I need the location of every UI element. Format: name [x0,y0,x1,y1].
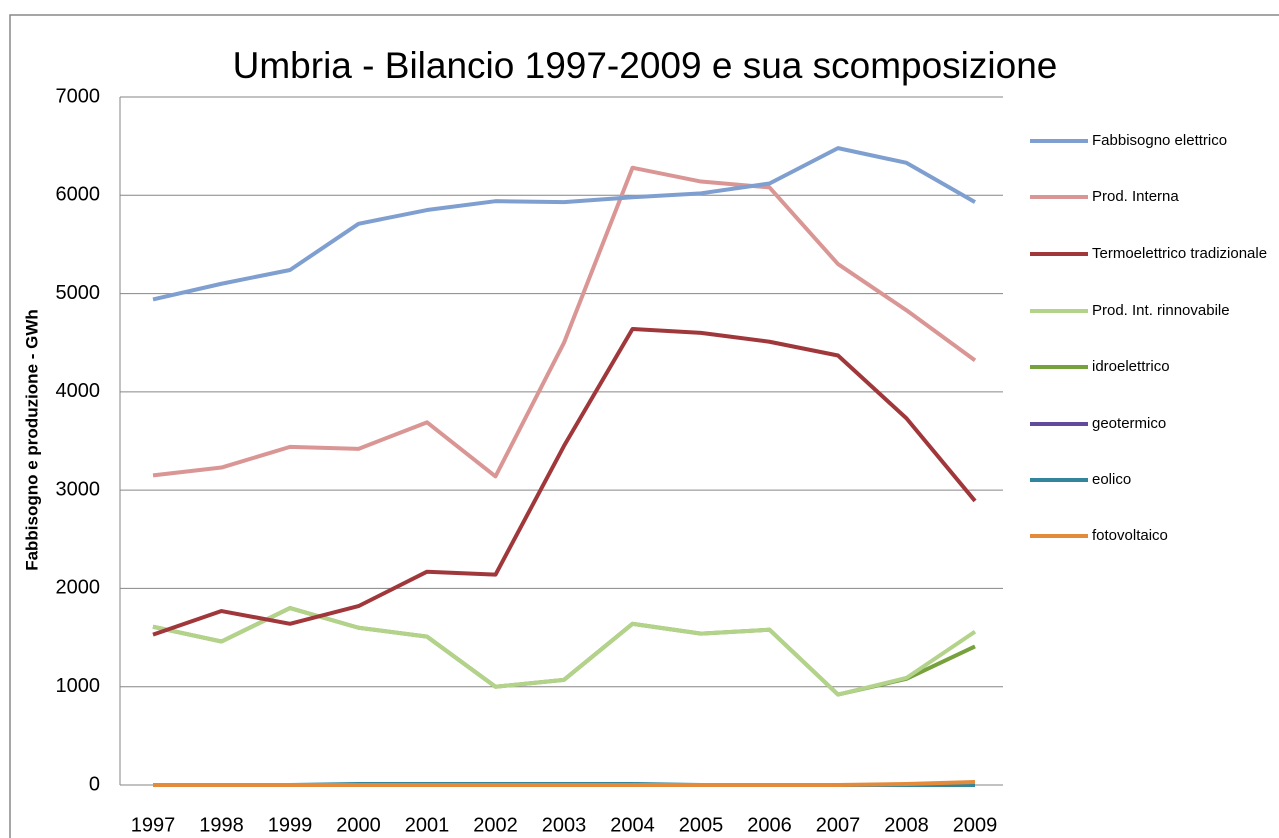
x-tick-label: 2003 [542,814,587,836]
legend-swatch [1030,365,1088,369]
x-tick-label: 2002 [473,814,518,836]
series-line [153,780,976,787]
legend-swatch [1030,252,1088,256]
x-tick-label: 2006 [747,814,792,836]
x-tick-label: 1998 [199,814,244,836]
legend-swatch [1030,534,1088,538]
y-tick-label: 5000 [56,282,101,304]
legend-label: eolico [1092,471,1132,488]
legend-label: Fabbisogno elettrico [1092,132,1228,149]
y-tick-label: 1000 [56,675,101,697]
y-tick-label: 7000 [56,85,101,107]
legend-label: Prod. Int. rinnovabile [1092,302,1230,319]
y-axis-label: Fabbisogno e produzione - GWh [22,309,41,571]
legend-item: Termoelettrico tradizionale [1030,243,1272,264]
legend-item: Fabbisogno elettrico [1030,130,1272,151]
legend-item: eolico [1030,469,1272,490]
x-tick-label: 2007 [816,814,861,836]
legend-swatch [1030,139,1088,143]
y-tick-label: 2000 [56,577,101,599]
legend-item: idroelettrico [1030,356,1272,377]
series-line [152,606,977,697]
legend-item: geotermico [1030,413,1272,434]
series-line [152,146,976,302]
legend-swatch [1030,422,1088,426]
x-tick-label: 2000 [336,814,381,836]
legend-swatch [1030,195,1088,199]
legend-label: Prod. Interna [1092,188,1179,205]
x-tick-label: 2001 [405,814,450,836]
series-line [152,326,977,637]
legend-swatch [1030,309,1088,313]
legend-swatch [1030,478,1088,482]
chart-frame [9,14,1279,838]
legend-item: Prod. Int. rinnovabile [1030,300,1272,321]
legend-label: fotovoltaico [1092,527,1168,544]
x-tick-label: 1999 [268,814,313,836]
legend-label: idroelettrico [1092,358,1170,375]
series-line [152,165,977,479]
x-tick-label: 1997 [131,814,176,836]
legend-label: Termoelettrico tradizionale [1092,245,1268,262]
x-tick-label: 2008 [884,814,929,836]
chart-title: Umbria - Bilancio 1997-2009 e sua scompo… [233,45,1058,86]
legend-item: Prod. Interna [1030,186,1272,207]
x-tick-label: 2004 [610,814,655,836]
y-tick-label: 4000 [56,380,101,402]
y-tick-label: 3000 [56,478,101,500]
legend-label: geotermico [1092,415,1167,432]
legend-item: fotovoltaico [1030,525,1272,546]
y-tick-label: 6000 [56,184,101,206]
x-tick-label: 2005 [679,814,724,836]
y-tick-label: 0 [89,773,100,795]
x-tick-label: 2009 [953,814,998,836]
